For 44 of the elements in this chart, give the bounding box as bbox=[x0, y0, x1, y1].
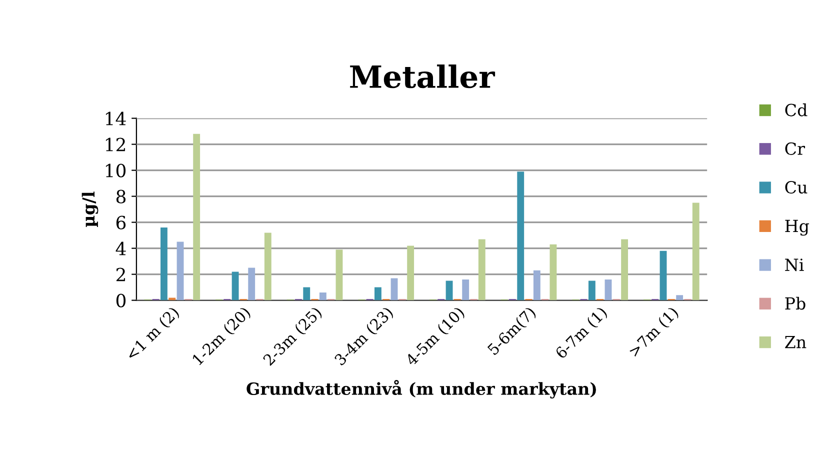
legend-label: Cd bbox=[785, 103, 808, 116]
y-tick-label: 4 bbox=[116, 242, 126, 256]
y-tick-label: 10 bbox=[106, 164, 126, 178]
legend-label: Hg bbox=[785, 220, 810, 236]
y-tick-label: 14 bbox=[106, 112, 126, 126]
y-tick-label: 6 bbox=[116, 216, 126, 230]
bar bbox=[446, 280, 453, 300]
bar bbox=[319, 292, 326, 300]
bar bbox=[621, 239, 628, 300]
x-axis-title: Grundvattennivå (m under markytan) bbox=[246, 380, 596, 398]
legend-label: Zn bbox=[785, 336, 806, 348]
bar bbox=[462, 280, 470, 300]
bar bbox=[248, 268, 256, 300]
legend-label: Ni bbox=[785, 258, 804, 272]
y-tick-label: 0 bbox=[116, 294, 126, 308]
bar bbox=[374, 287, 382, 300]
bar bbox=[676, 295, 684, 300]
bar bbox=[550, 244, 557, 300]
y-tick-label: 12 bbox=[106, 138, 125, 152]
bar bbox=[336, 250, 343, 300]
bar bbox=[407, 246, 414, 300]
bar bbox=[193, 134, 200, 300]
y-tick-label: 8 bbox=[116, 190, 126, 204]
bar bbox=[264, 232, 272, 300]
bar bbox=[604, 280, 612, 300]
bar bbox=[533, 270, 540, 300]
chart-title: Metaller bbox=[350, 64, 496, 88]
bar bbox=[390, 278, 398, 300]
bar bbox=[588, 280, 596, 300]
y-tick-label: 2 bbox=[116, 268, 125, 282]
bar bbox=[303, 287, 310, 300]
x-tick-label: <1 m (2) bbox=[124, 306, 182, 362]
bar bbox=[660, 250, 667, 300]
legend-label: Cu bbox=[785, 180, 808, 194]
bar bbox=[692, 202, 700, 300]
bar bbox=[168, 298, 176, 300]
bar bbox=[517, 172, 524, 300]
legend-label: Cr bbox=[785, 142, 806, 155]
legend-label: Pb bbox=[785, 296, 806, 310]
y-axis-title: µg/l bbox=[82, 192, 98, 227]
bar bbox=[160, 228, 168, 300]
bar bbox=[232, 272, 239, 300]
bar bbox=[176, 242, 184, 300]
bar bbox=[478, 239, 486, 300]
